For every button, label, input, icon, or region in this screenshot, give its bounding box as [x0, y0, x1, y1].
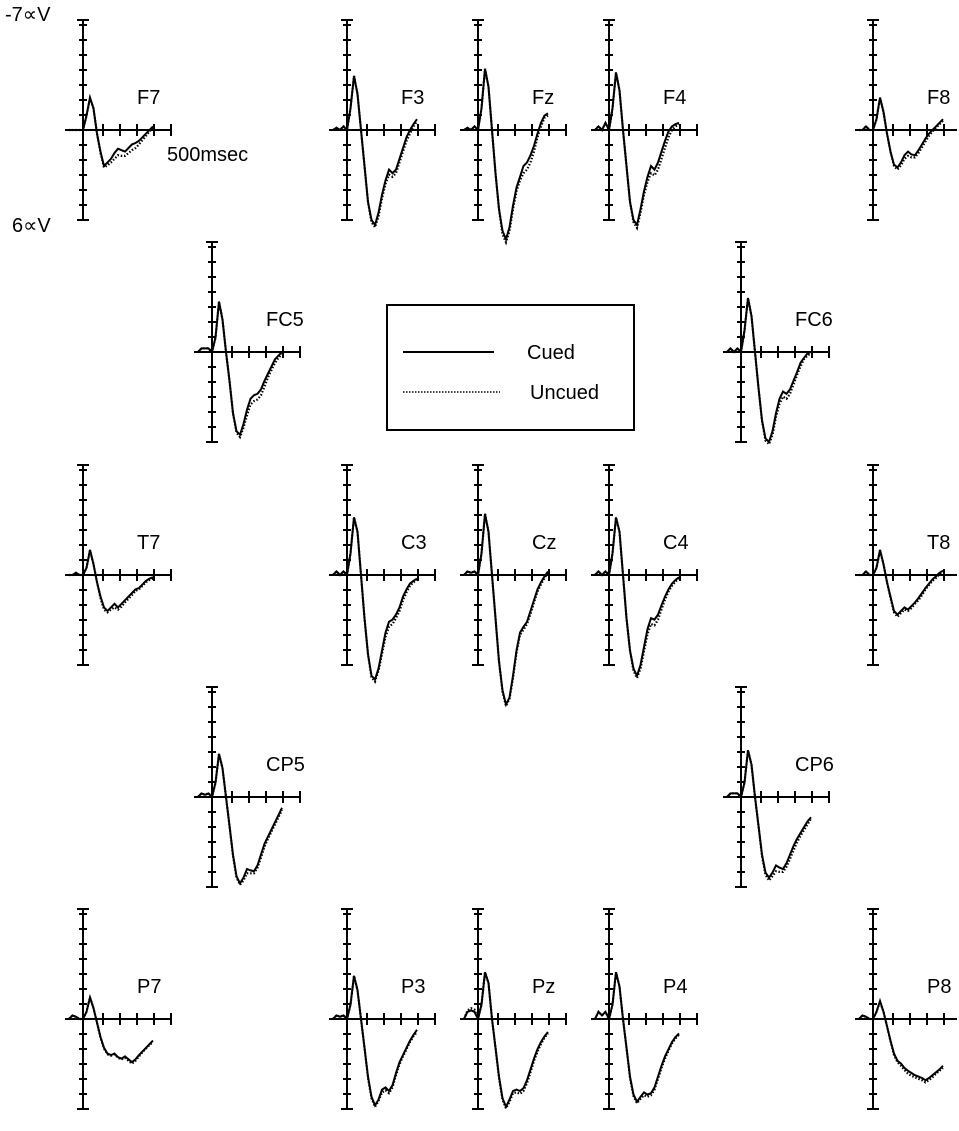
series-cued-p7: [68, 993, 154, 1064]
channel-label-t8: T8: [927, 532, 950, 554]
channel-label-cp5: CP5: [266, 754, 305, 776]
series-uncued-fz: [463, 68, 549, 246]
series-cued-p3: [332, 975, 418, 1108]
panel-fz: Fz: [460, 19, 567, 246]
series-uncued-f4: [594, 72, 680, 231]
channel-label-c4: C4: [663, 532, 689, 554]
series-cued-fz: [463, 68, 549, 243]
series-cued-t8: [859, 549, 944, 617]
channel-label-c3: C3: [401, 532, 427, 554]
panel-cp5: CP5: [194, 686, 305, 888]
series-cued-c4: [594, 517, 680, 679]
series-cued-cp5: [197, 753, 283, 886]
series-cued-f4: [594, 72, 680, 228]
channel-label-pz: Pz: [532, 976, 555, 998]
channel-label-f4: F4: [663, 87, 686, 109]
legend: Cued Uncued: [386, 304, 635, 431]
series-cued-f7: [69, 93, 154, 168]
panel-cz: Cz: [460, 464, 567, 710]
series-cued-f8: [859, 97, 944, 169]
panel-t8: T8: [855, 464, 957, 666]
channel-label-f3: F3: [401, 87, 424, 109]
y-axis-bottom-label: 6∝V: [12, 215, 51, 237]
series-cued-p4: [594, 971, 680, 1104]
channel-label-cz: Cz: [532, 532, 556, 554]
channel-panels: F7 F3 Fz F4 F8 FC5 FC6 T7 C3 Cz C4 T8 CP5 CP6 P7 P3 Pz P4…: [65, 19, 957, 1111]
series-uncued-p8: [858, 998, 944, 1084]
panel-pz: Pz: [460, 908, 567, 1111]
panel-fc5: FC5: [194, 241, 304, 443]
channel-label-cp6: CP6: [795, 754, 834, 776]
channel-label-fz: Fz: [532, 87, 554, 109]
channel-label-p7: P7: [137, 976, 161, 998]
channel-label-fc5: FC5: [266, 309, 304, 331]
series-cued-f3: [332, 75, 418, 228]
panel-f7: F7: [65, 19, 172, 221]
panel-p4: P4: [591, 908, 698, 1110]
series-cued-t7: [69, 549, 154, 613]
channel-label-f8: F8: [927, 87, 950, 109]
series-cued-cz: [463, 513, 549, 708]
legend-label-uncued: Uncued: [530, 382, 599, 404]
channel-label-t7: T7: [137, 532, 160, 554]
panel-p3: P3: [329, 908, 436, 1110]
panel-c3: C3: [329, 464, 436, 684]
series-cued-c3: [332, 517, 418, 682]
series-cued-pz: [463, 971, 549, 1110]
channel-label-p3: P3: [401, 976, 425, 998]
channel-label-p4: P4: [663, 976, 687, 998]
series-cued-fc5: [197, 301, 283, 437]
channel-label-fc6: FC6: [795, 309, 833, 331]
legend-label-cued: Cued: [527, 342, 575, 364]
panel-c4: C4: [591, 464, 698, 681]
panel-p8: P8: [855, 908, 957, 1110]
series-cued-fc6: [726, 297, 812, 444]
series-cued-cp6: [726, 749, 812, 880]
panel-t7: T7: [65, 464, 172, 666]
panel-f3: F3: [329, 19, 436, 230]
legend-box: [386, 304, 635, 431]
series-cued-p8: [858, 997, 944, 1082]
channel-label-f7: F7: [137, 87, 160, 109]
panel-cp6: CP6: [723, 686, 834, 888]
y-axis-top-label: -7∝V: [5, 4, 51, 26]
panel-fc6: FC6: [723, 241, 833, 447]
x-axis-end-label: 500msec: [167, 144, 248, 166]
panel-f8: F8: [855, 19, 957, 221]
channel-label-p8: P8: [927, 976, 951, 998]
panel-p7: P7: [65, 908, 172, 1110]
panel-f4: F4: [591, 19, 698, 231]
